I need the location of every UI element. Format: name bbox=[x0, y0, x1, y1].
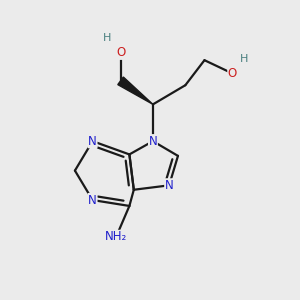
Text: N: N bbox=[165, 179, 173, 192]
Text: N: N bbox=[88, 194, 97, 207]
Text: NH₂: NH₂ bbox=[105, 230, 127, 243]
Text: H: H bbox=[240, 54, 248, 64]
Text: N: N bbox=[148, 135, 157, 148]
Text: O: O bbox=[228, 67, 237, 80]
Text: H: H bbox=[103, 33, 112, 43]
Polygon shape bbox=[118, 77, 153, 104]
Text: N: N bbox=[88, 135, 97, 148]
Text: O: O bbox=[116, 46, 125, 59]
